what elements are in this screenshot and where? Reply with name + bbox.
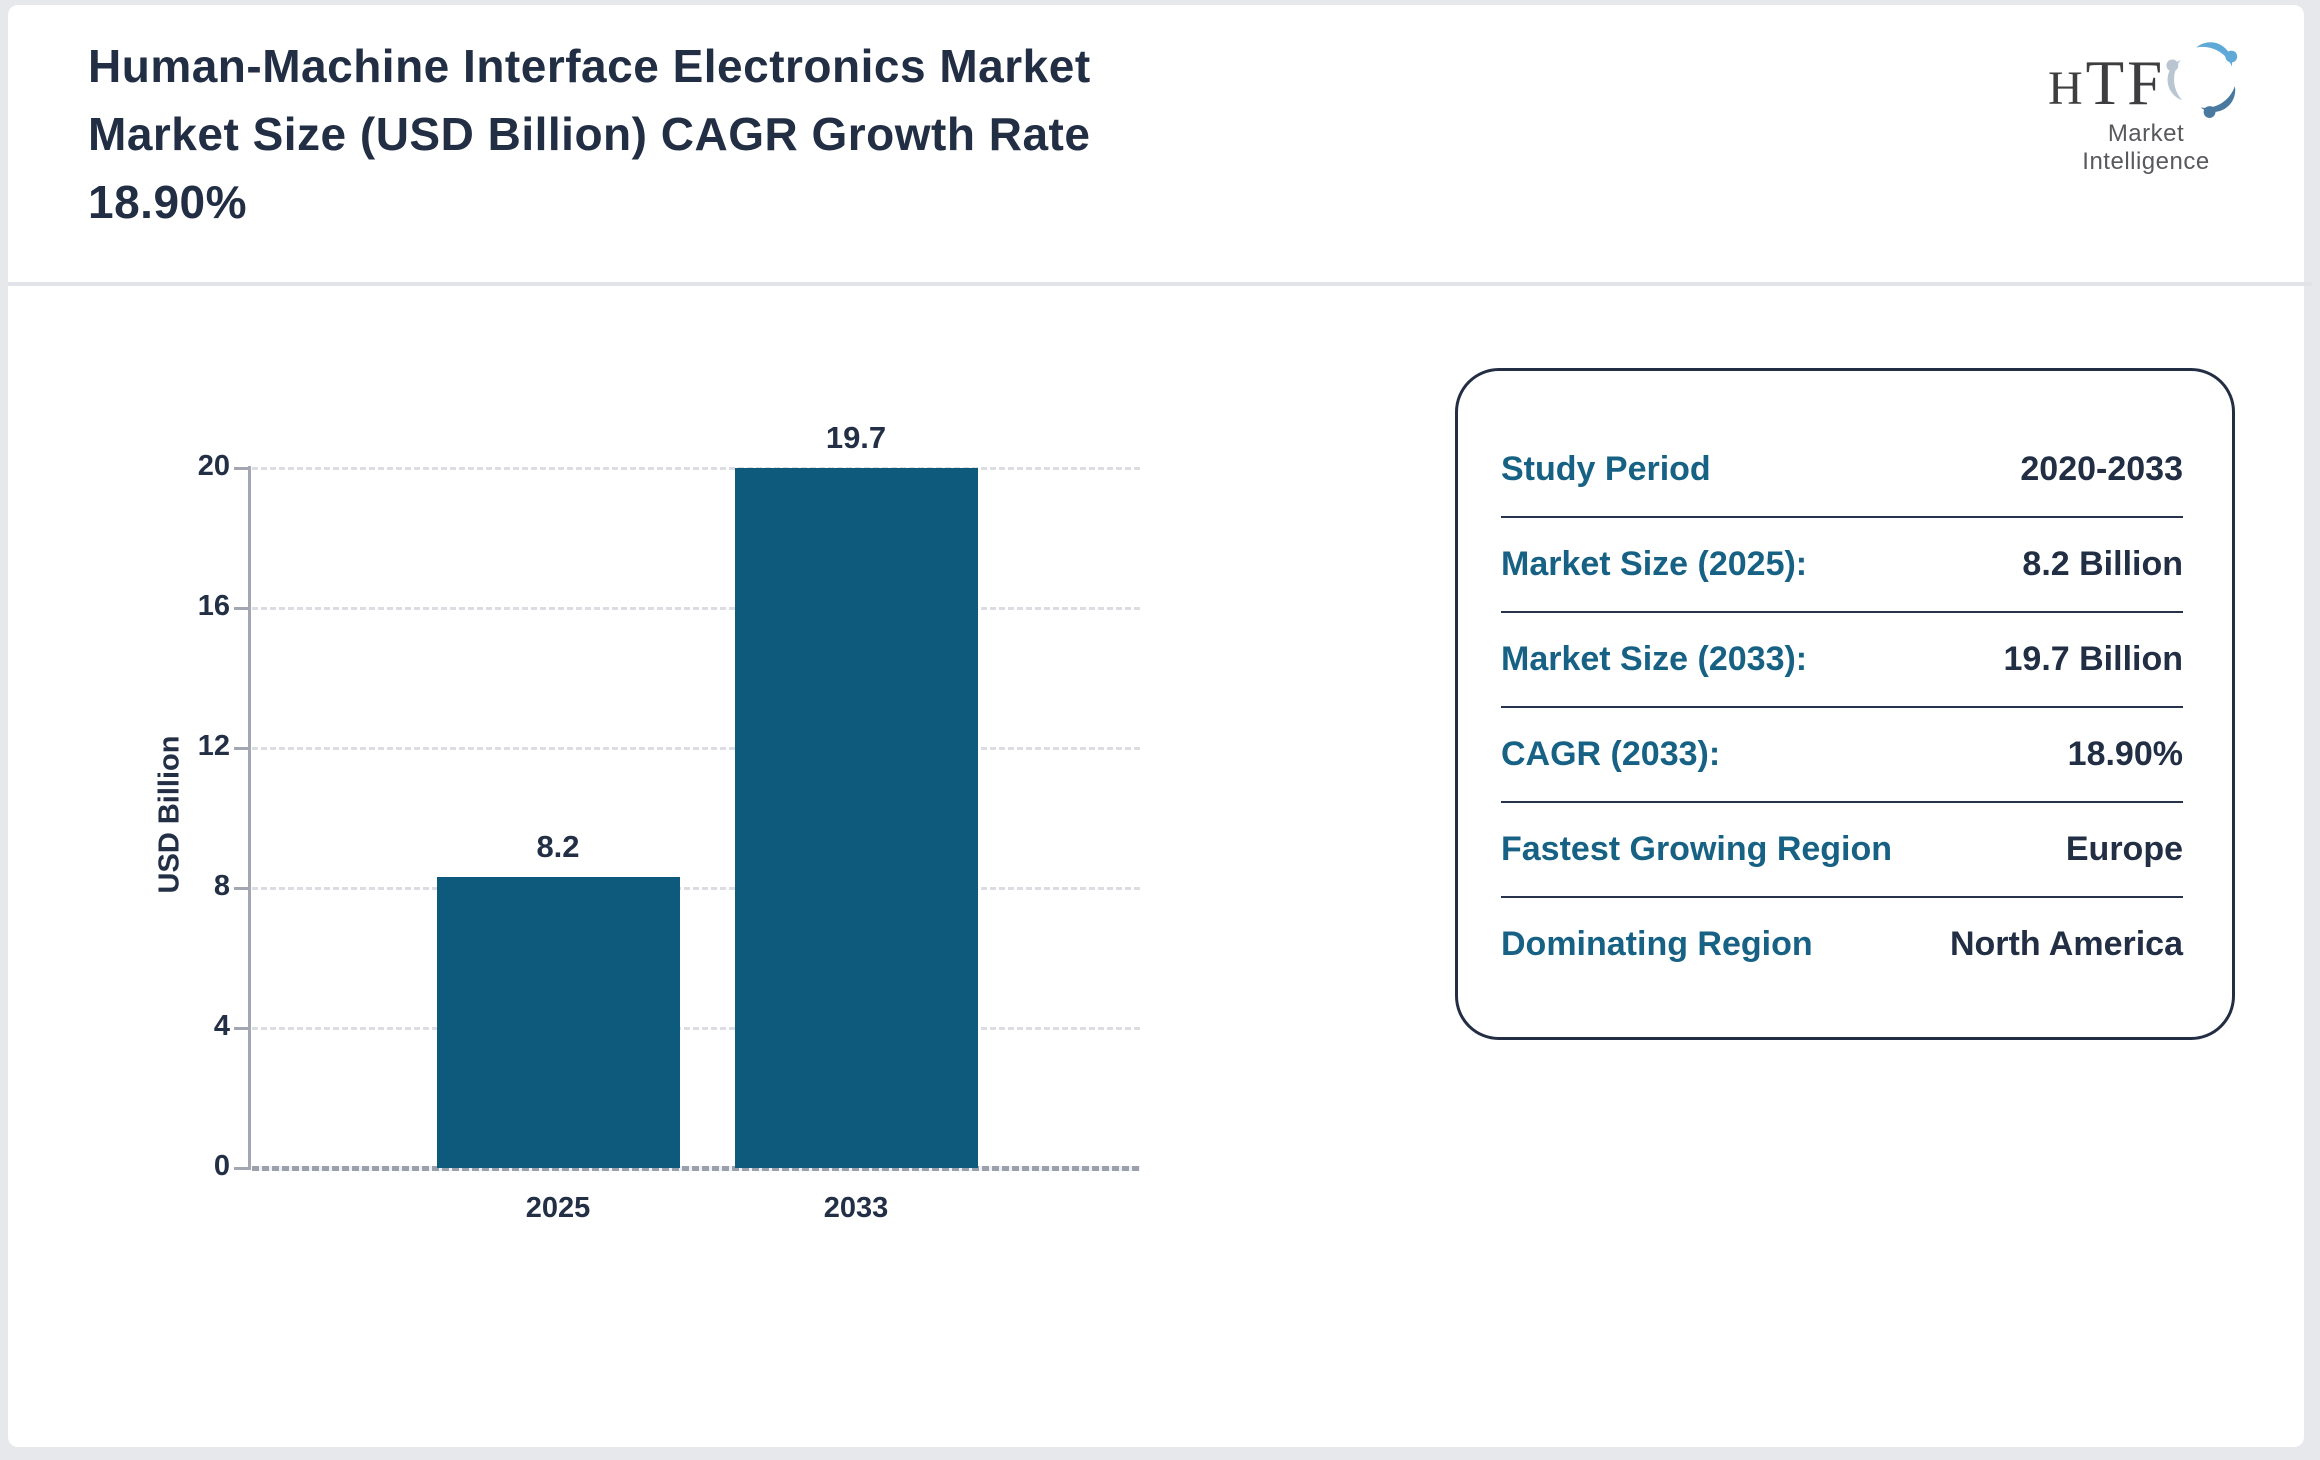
summary-row-study-period: Study Period 2020-2033 xyxy=(1501,423,2183,518)
summary-row-market-size-2025: Market Size (2025): 8.2 Billion xyxy=(1501,518,2183,613)
gridline-16 xyxy=(252,607,1140,610)
bar-value-label-2033: 19.7 xyxy=(825,420,887,455)
bar-value-label-2025: 8.2 xyxy=(536,829,580,864)
y-tick-0 xyxy=(234,1167,250,1170)
summary-row-dominating-region: Dominating Region North America xyxy=(1501,898,2183,991)
summary-row-label: Fastest Growing Region xyxy=(1501,830,1893,868)
summary-row-label: Study Period xyxy=(1501,450,1711,488)
summary-row-value: North America xyxy=(1949,925,2183,963)
htf-logo: HTF Market Intelligence xyxy=(2048,36,2244,176)
summary-row-label: Market Size (2025): xyxy=(1501,545,1808,583)
y-axis-title: USD Billion xyxy=(153,735,186,894)
y-tick-16 xyxy=(234,607,250,610)
header-divider xyxy=(8,282,2312,286)
page-title: Human-Machine Interface Electronics Mark… xyxy=(88,32,1091,236)
page-title-line-3: 18.90% xyxy=(88,176,248,228)
htf-logo-acronym: HTF xyxy=(2048,48,2166,118)
x-tick-label-2025: 2025 xyxy=(525,1192,591,1224)
y-tick-label-0: 0 xyxy=(213,1150,230,1182)
y-tick-8 xyxy=(234,887,250,890)
summary-row-value: 8.2 Billion xyxy=(2022,545,2183,583)
y-tick-label-20: 20 xyxy=(197,450,230,482)
htf-swirl-logo-icon xyxy=(2166,42,2238,118)
y-tick-label-16: 16 xyxy=(197,590,230,622)
page-title-line-1: Human-Machine Interface Electronics Mark… xyxy=(88,40,1091,92)
y-tick-label-4: 4 xyxy=(213,1010,230,1042)
summary-row-cagr: CAGR (2033): 18.90% xyxy=(1501,708,2183,803)
y-tick-label-12: 12 xyxy=(197,730,230,762)
page-title-line-2: Market Size (USD Billion) CAGR Growth Ra… xyxy=(88,108,1091,160)
htf-logo-tagline: Market Intelligence xyxy=(2082,120,2210,175)
x-tick-label-2033: 2033 xyxy=(823,1192,889,1224)
summary-row-label: CAGR (2033): xyxy=(1501,735,1721,773)
gridline-4 xyxy=(252,1027,1140,1030)
htf-logo-top: HTF xyxy=(2048,36,2244,120)
summary-row-label: Dominating Region xyxy=(1501,925,1813,963)
bar-2025 xyxy=(436,877,680,1168)
y-tick-12 xyxy=(234,747,250,750)
summary-row-value: 18.90% xyxy=(2067,735,2183,773)
summary-row-market-size-2033: Market Size (2033): 19.7 Billion xyxy=(1501,613,2183,708)
y-tick-4 xyxy=(234,1027,250,1030)
summary-row-label: Market Size (2033): xyxy=(1501,640,1808,678)
y-tick-label-8: 8 xyxy=(213,870,230,902)
summary-row-value: 19.7 Billion xyxy=(2003,640,2184,678)
x-axis-baseline xyxy=(252,1166,1140,1171)
gridline-12 xyxy=(252,747,1140,750)
y-axis-line xyxy=(248,466,251,1170)
gridline-20 xyxy=(252,467,1140,470)
summary-row-value: 2020-2033 xyxy=(2020,450,2183,488)
summary-panel: Study Period 2020-2033 Market Size (2025… xyxy=(1455,368,2235,1040)
summary-row-value: Europe xyxy=(2065,830,2183,868)
bar-2033 xyxy=(734,468,978,1168)
gridline-8 xyxy=(252,887,1140,890)
y-tick-20 xyxy=(234,467,250,470)
summary-row-fastest-growing-region: Fastest Growing Region Europe xyxy=(1501,803,2183,898)
